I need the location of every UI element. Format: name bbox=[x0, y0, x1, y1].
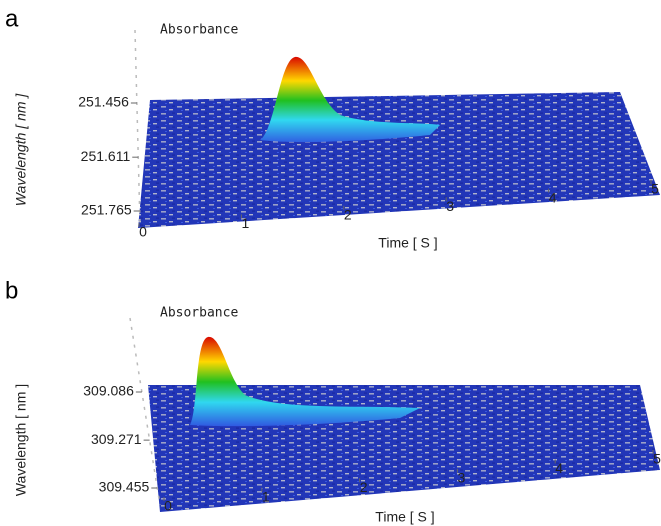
y-axis-label: Wavelength [ nm ] bbox=[13, 384, 29, 496]
y-tick-label: 251.611 bbox=[81, 148, 131, 164]
x-tick-label: 5 bbox=[651, 181, 659, 197]
x-tick-label: 1 bbox=[242, 215, 250, 231]
surface-peak bbox=[260, 56, 440, 143]
y-tick-label: 309.271 bbox=[91, 431, 142, 447]
x-tick-label: 4 bbox=[555, 460, 563, 476]
surface-peak bbox=[190, 336, 420, 427]
y-tick-label: 309.455 bbox=[99, 479, 150, 495]
x-tick-label: 1 bbox=[262, 488, 270, 504]
y-tick-label: 251.765 bbox=[81, 202, 132, 218]
x-tick-label: 4 bbox=[549, 189, 557, 205]
surface-plane bbox=[138, 92, 660, 228]
panel-label: b bbox=[5, 277, 18, 304]
x-tick-label: 0 bbox=[164, 498, 172, 514]
x-tick-label: 3 bbox=[446, 198, 454, 214]
chart-title: Absorbance bbox=[160, 306, 238, 321]
x-tick-label: 0 bbox=[139, 224, 147, 240]
panel-label: a bbox=[5, 5, 19, 32]
x-tick-label: 3 bbox=[458, 470, 466, 486]
x-tick-label: 2 bbox=[344, 207, 352, 223]
y-tick-label: 309.086 bbox=[83, 383, 134, 399]
x-axis-label: Time [ S ] bbox=[375, 509, 434, 525]
x-tick-label: 5 bbox=[653, 451, 661, 467]
x-tick-label: 2 bbox=[360, 479, 368, 495]
wavelength-axis bbox=[134, 29, 141, 226]
y-tick-label: 251.456 bbox=[78, 94, 129, 110]
chart-title: Absorbance bbox=[160, 23, 238, 38]
x-axis-label: Time [ S ] bbox=[378, 235, 437, 251]
y-axis-label: Wavelength [ nm ] bbox=[13, 93, 29, 207]
